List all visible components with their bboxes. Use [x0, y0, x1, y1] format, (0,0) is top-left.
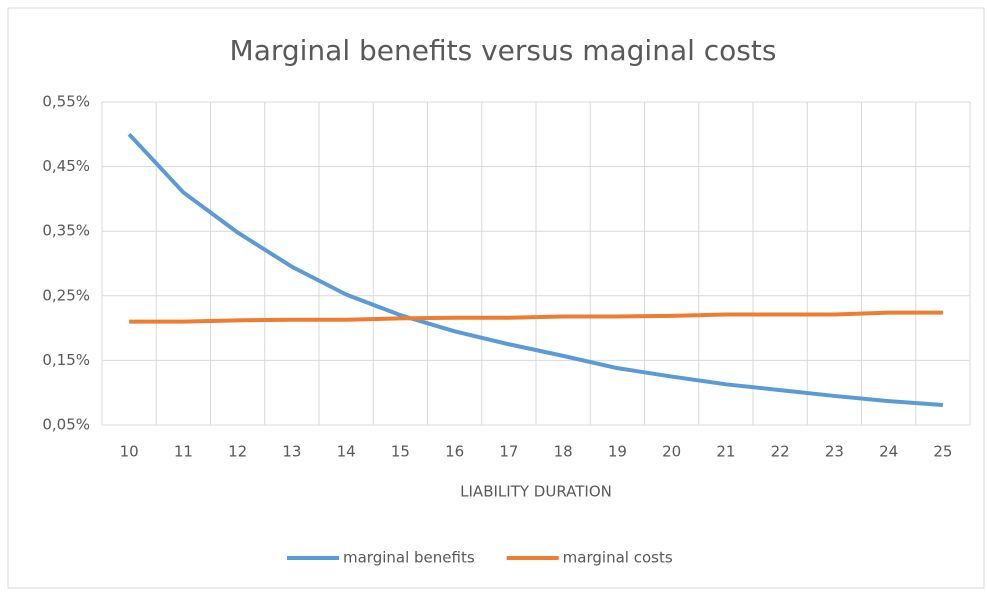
y-tick-label: 0,45% — [42, 157, 90, 175]
chart-frame — [7, 7, 985, 589]
legend-label: marginal costs — [563, 549, 673, 567]
y-tick-label: 0,05% — [42, 416, 90, 434]
chart-title: Marginal benefits versus maginal costs — [230, 34, 777, 67]
y-tick-label: 0,55% — [42, 93, 90, 111]
x-tick-label: 10 — [120, 443, 139, 461]
x-tick-label: 11 — [174, 443, 193, 461]
series-line — [129, 310, 943, 324]
x-tick-label: 17 — [499, 443, 518, 461]
legend-label: marginal benefits — [343, 549, 475, 567]
x-tick-label: 24 — [879, 443, 898, 461]
x-tick-label: 25 — [933, 443, 952, 461]
x-tick-label: 23 — [825, 443, 844, 461]
x-tick-label: 16 — [445, 443, 464, 461]
x-tick-label: 18 — [554, 443, 573, 461]
x-tick-label: 12 — [228, 443, 247, 461]
x-tick-label: 21 — [716, 443, 735, 461]
x-tick-label: 13 — [282, 443, 301, 461]
y-tick-label: 0,15% — [42, 351, 90, 369]
x-tick-label: 19 — [608, 443, 627, 461]
x-tick-label: 15 — [391, 443, 410, 461]
x-tick-label: 14 — [337, 443, 356, 461]
series-line — [127, 132, 944, 407]
x-tick-label: 22 — [771, 443, 790, 461]
x-axis-label: LIABILITY DURATION — [460, 483, 612, 501]
y-tick-label: 0,25% — [42, 286, 90, 304]
x-tick-label: 20 — [662, 443, 681, 461]
y-tick-label: 0,35% — [42, 222, 90, 240]
